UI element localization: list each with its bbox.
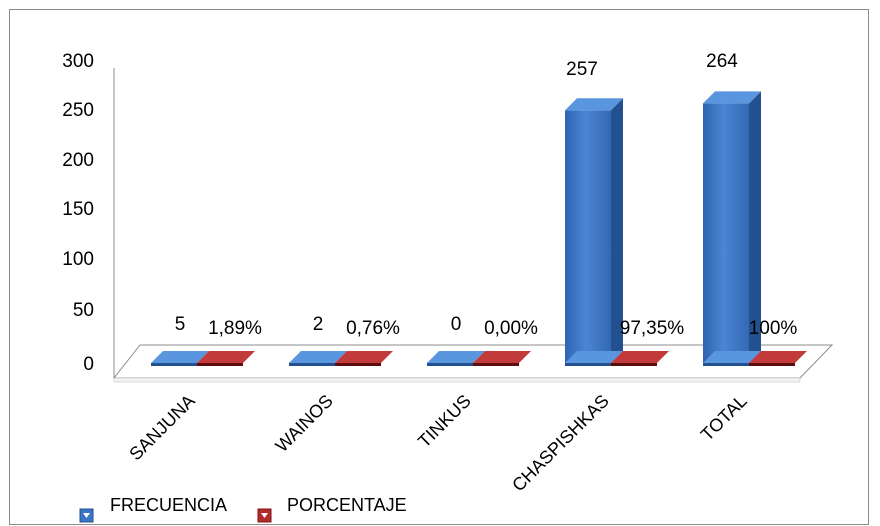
bar-base-front — [749, 363, 795, 366]
category-label: TOTAL — [697, 391, 751, 445]
bar-porcentaje-total — [749, 351, 807, 366]
y-tick-label: 0 — [83, 354, 94, 375]
bar-base-top — [151, 351, 209, 363]
bar-base-top — [703, 351, 761, 363]
bar-frecuencia-tinkus — [427, 351, 485, 366]
bar-porcentaje-wainos — [335, 351, 393, 366]
category-label: CHASPISHKAS — [508, 391, 613, 496]
legend-swatch-mark — [83, 513, 90, 518]
data-labels: 5 1,89% 2 0,76% 0 0,00% 257 97,35% 264 100% — [175, 51, 798, 339]
bar-base-top — [427, 351, 485, 363]
data-label-frecuencia: 5 — [175, 314, 186, 335]
bar-side — [611, 98, 623, 364]
bar-base-top — [197, 351, 255, 363]
bar-frecuencia-wainos — [289, 351, 347, 366]
bar-base-front — [565, 363, 611, 366]
bar-base-front — [427, 363, 473, 366]
bar-base-front — [335, 363, 381, 366]
bar-base-front — [703, 363, 749, 366]
bar-frecuencia-total — [703, 91, 761, 366]
y-tick-label: 300 — [62, 51, 94, 72]
legend-swatch-mark — [261, 513, 268, 518]
data-label-frecuencia: 257 — [566, 59, 598, 80]
bar-porcentaje-tinkus — [473, 351, 531, 366]
data-label-porcentaje: 97,35% — [620, 318, 685, 339]
bar-base-front — [473, 363, 519, 366]
legend-item-porcentaje: PORCENTAJE — [257, 495, 407, 523]
category-label: SANJUNA — [125, 391, 199, 465]
bar-base-top — [473, 351, 531, 363]
bar-front — [565, 110, 611, 364]
bar-front — [703, 103, 749, 364]
bar-base-top — [611, 351, 669, 363]
data-label-porcentaje: 0,76% — [346, 318, 400, 339]
bar-base-top — [289, 351, 347, 363]
bar-base-front — [611, 363, 657, 366]
category-label: WAINOS — [272, 391, 337, 456]
legend: FRECUENCIA PORCENTAJE — [79, 495, 407, 523]
y-tick-label: 200 — [62, 150, 94, 171]
bar-porcentaje-chaspishkas — [611, 351, 669, 366]
y-tick-label: 50 — [73, 300, 94, 321]
data-label-porcentaje: 0,00% — [484, 318, 538, 339]
bar-base-front — [197, 363, 243, 366]
bar-base-top — [749, 351, 807, 363]
legend-label: FRECUENCIA — [110, 495, 227, 515]
bar-frecuencia-chaspishkas — [565, 98, 623, 366]
data-label-porcentaje: 1,89% — [208, 318, 262, 339]
bar-base-front — [151, 363, 197, 366]
bar-base-front — [289, 363, 335, 366]
bar-porcentaje-sanjuna — [197, 351, 255, 366]
y-tick-label: 150 — [62, 199, 94, 220]
bar-top — [565, 98, 623, 111]
bar-side — [749, 91, 761, 364]
bar-base-top — [565, 351, 623, 363]
bars — [151, 91, 807, 366]
y-tick-label: 100 — [62, 249, 94, 270]
data-label-frecuencia: 264 — [706, 51, 738, 72]
data-label-porcentaje: 100% — [749, 318, 798, 339]
category-label: TINKUS — [414, 391, 475, 452]
axes: 0 50 100 150 200 250 300 — [62, 51, 115, 378]
bar-base-top — [335, 351, 393, 363]
y-tick-label: 250 — [62, 100, 94, 121]
data-label-frecuencia: 2 — [313, 314, 324, 335]
category-labels: SANJUNA WAINOS TINKUS CHASPISHKAS TOTAL — [125, 391, 751, 496]
data-label-frecuencia: 0 — [451, 314, 462, 335]
legend-label: PORCENTAJE — [287, 495, 407, 515]
bar-frecuencia-sanjuna — [151, 351, 209, 366]
legend-item-frecuencia: FRECUENCIA — [79, 495, 227, 523]
bar-top — [703, 91, 761, 104]
floor-edge — [113, 377, 801, 383]
